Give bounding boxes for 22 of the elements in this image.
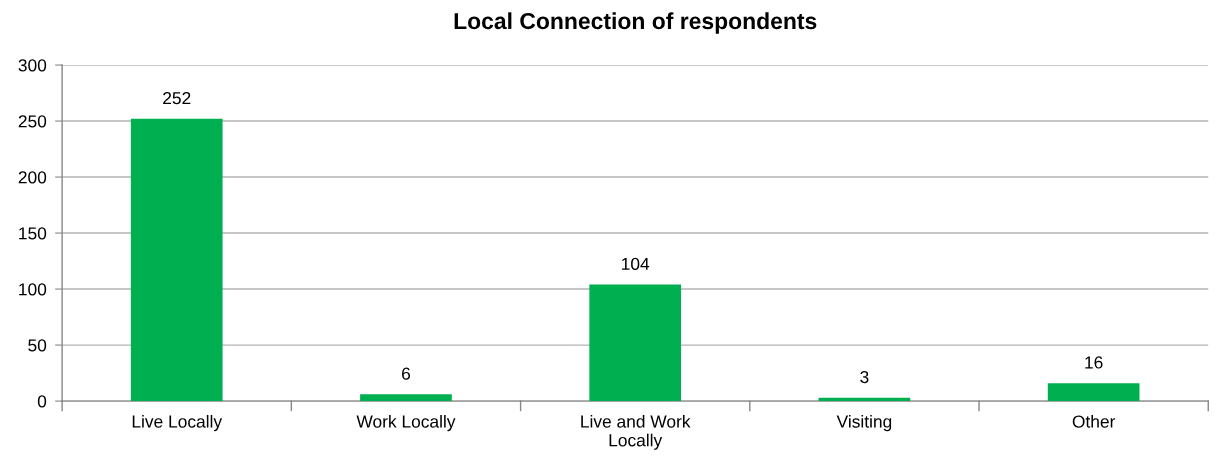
- chart-title: Local Connection of respondents: [454, 12, 817, 34]
- bar: [130, 118, 223, 402]
- x-tick-label: Live Locally: [132, 414, 223, 432]
- bar: [1047, 383, 1140, 402]
- y-tick-label: 0: [37, 395, 47, 408]
- x-tick-label: Other: [1072, 414, 1116, 428]
- data-label: 104: [622, 257, 650, 271]
- x-tick-label: Work Locally: [356, 414, 456, 432]
- y-tick-label: 100: [19, 283, 47, 296]
- bar: [360, 394, 452, 402]
- bar: [589, 284, 682, 402]
- y-tick-label: 300: [18, 59, 47, 72]
- x-tick-label: Live and Work Locally: [581, 414, 691, 450]
- data-label: 6: [402, 367, 411, 380]
- y-tick-label: 50: [28, 339, 47, 352]
- y-tick-label: 150: [19, 227, 47, 240]
- y-tick-label: 250: [18, 115, 47, 128]
- data-label: 16: [1085, 356, 1103, 369]
- y-tick-label: 200: [18, 171, 47, 184]
- data-label: 3: [860, 370, 869, 384]
- data-label: 252: [163, 91, 191, 105]
- x-tick-label: Visiting: [836, 414, 892, 432]
